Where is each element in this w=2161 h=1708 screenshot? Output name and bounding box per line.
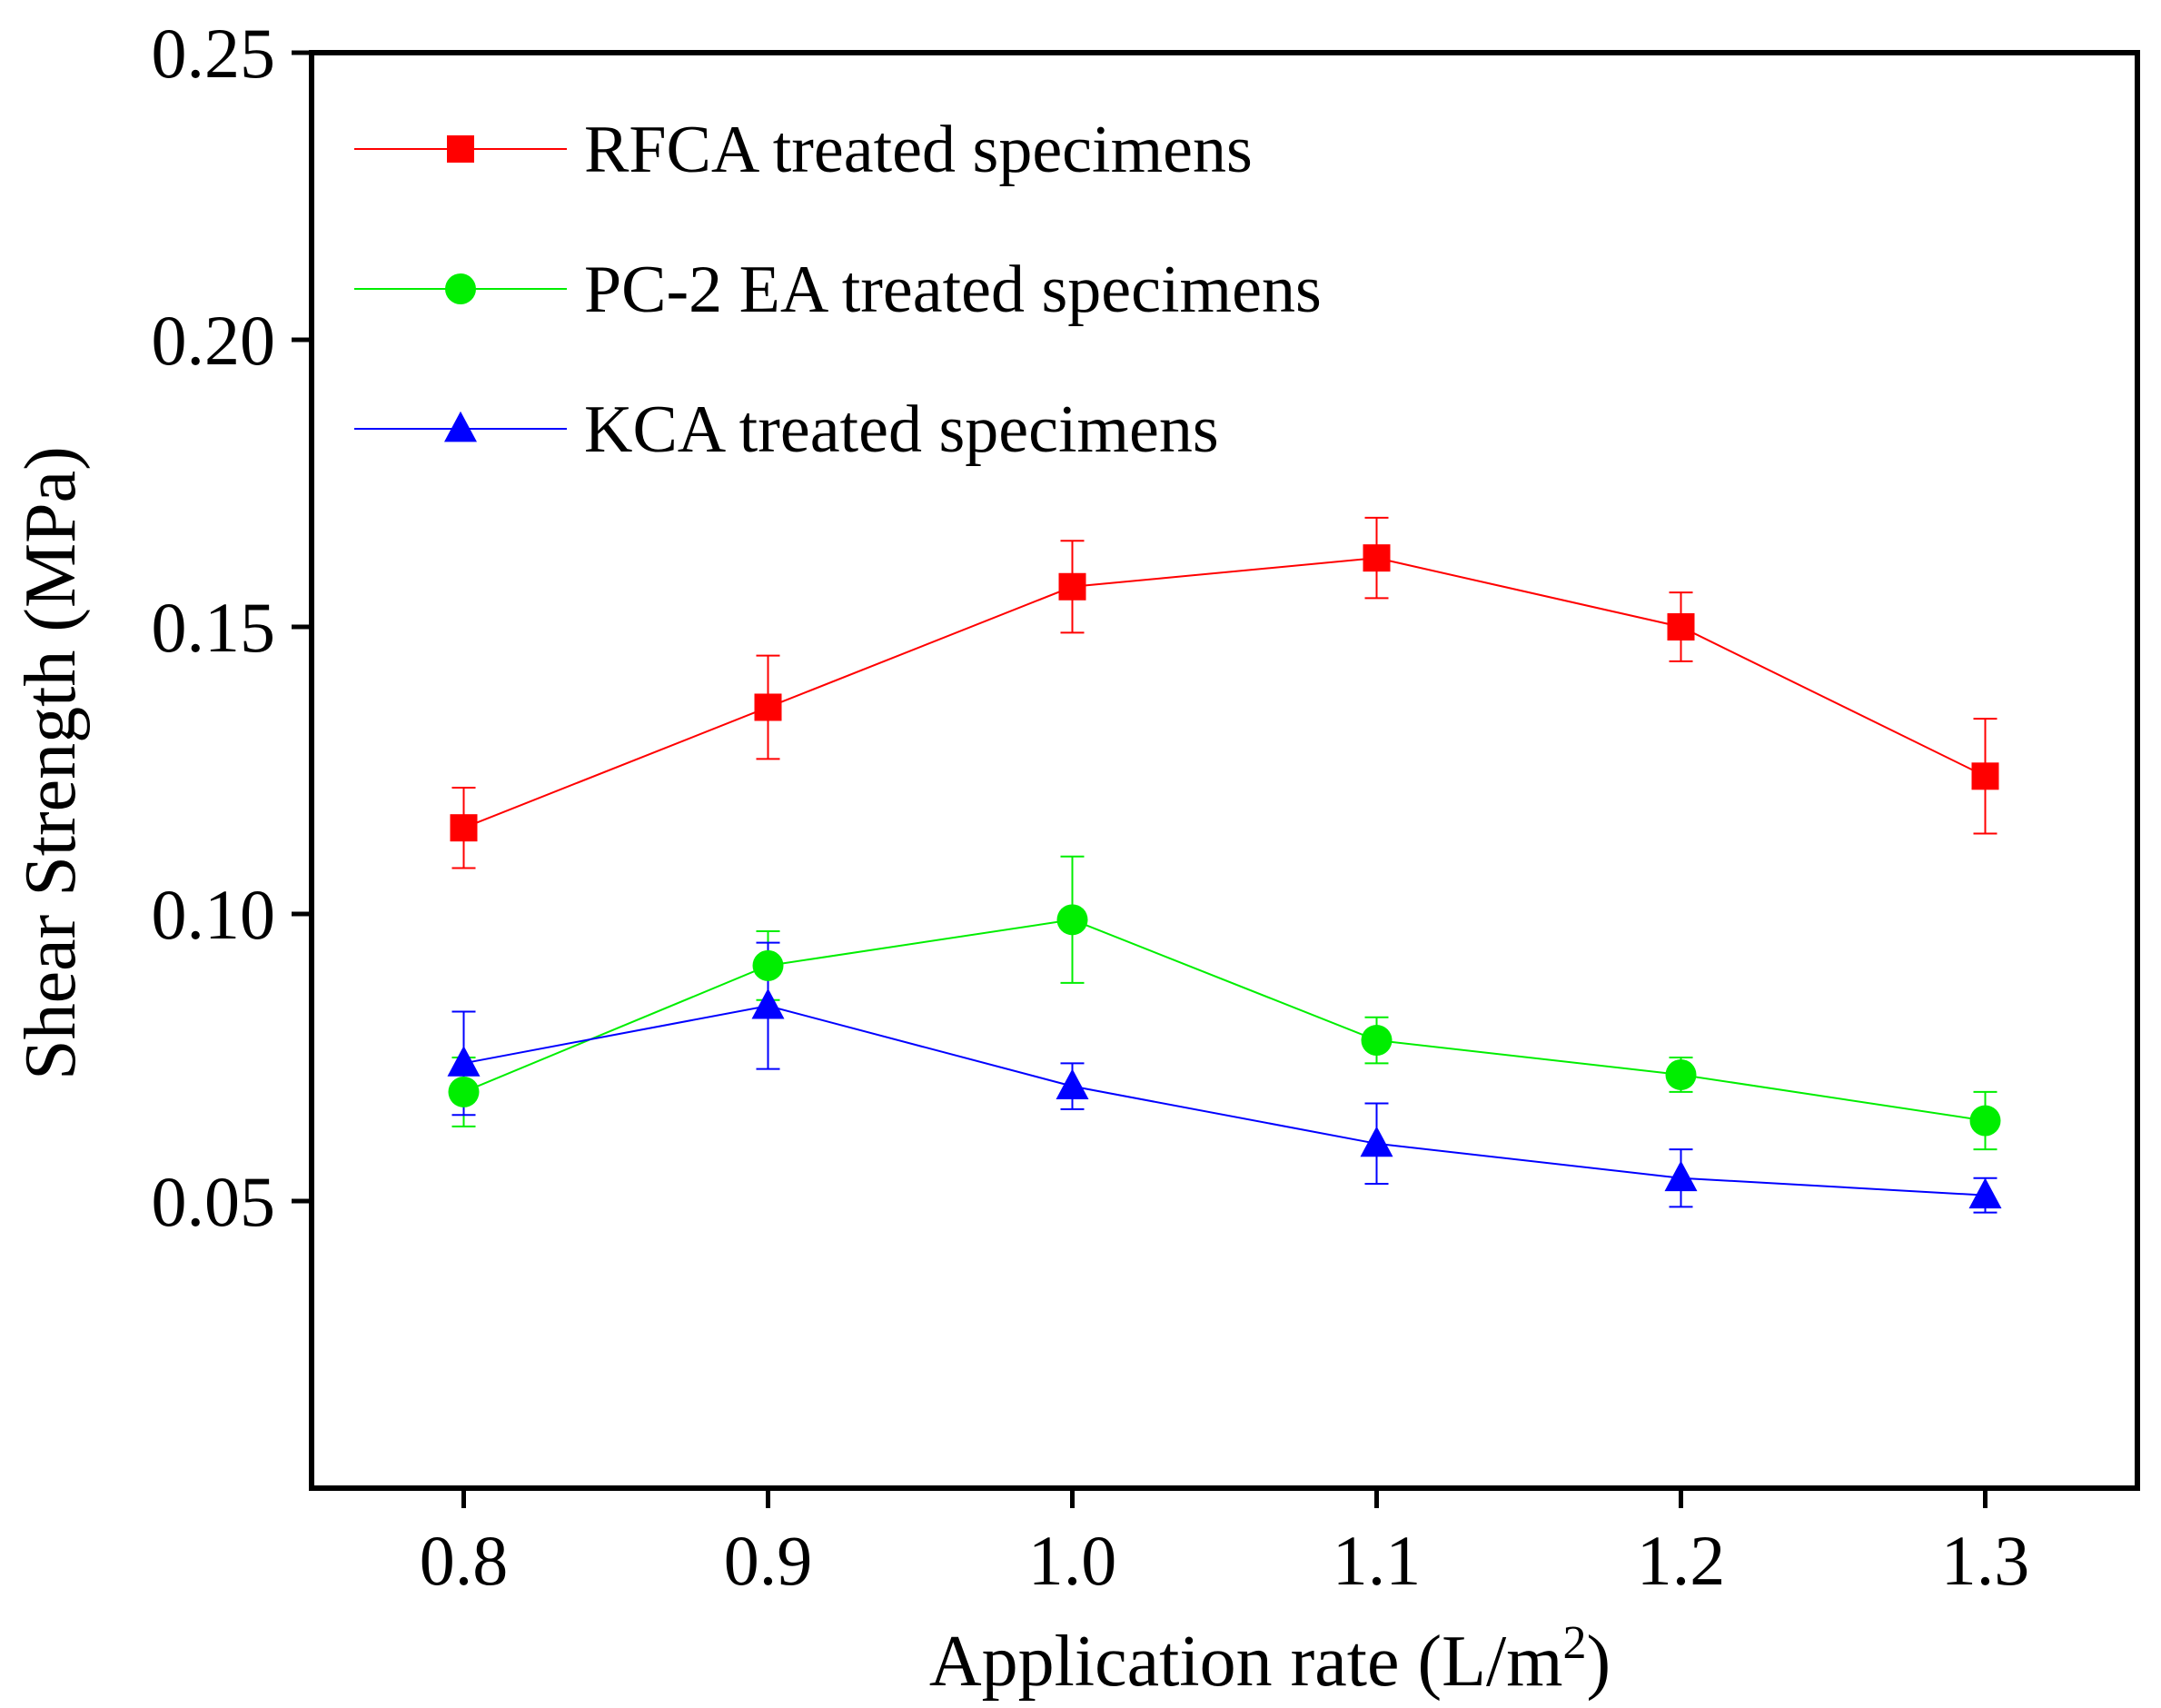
- data-point-square: [450, 814, 478, 842]
- data-point-circle: [448, 1076, 480, 1107]
- x-tick-label: 0.8: [420, 1521, 509, 1600]
- series-lines: [463, 557, 1986, 1197]
- data-point-square: [1971, 762, 1999, 790]
- y-tick-label: 0.05: [152, 1162, 276, 1241]
- x-tick-label: 0.9: [724, 1521, 813, 1600]
- plot-frame: [309, 50, 2140, 1491]
- data-point-square: [1667, 613, 1695, 640]
- data-point-triangle: [447, 1046, 481, 1077]
- y-tick-label: 0.20: [152, 301, 276, 380]
- series-line-1: [463, 919, 1986, 1122]
- data-point-triangle: [1360, 1126, 1393, 1157]
- legend-marker-triangle: [444, 411, 477, 442]
- tick-labels: 0.05 0.10 0.15 0.20 0.25 0.8 0.9 1.0 1.1 1.2 1.3: [152, 14, 2030, 1600]
- data-point-square: [1363, 544, 1391, 572]
- x-tick-label: 1.2: [1637, 1521, 1726, 1600]
- series-line-0: [463, 557, 1986, 829]
- legend-label: KCA treated specimens: [584, 392, 1219, 467]
- x-tick-label: 1.1: [1333, 1521, 1422, 1600]
- x-tick-label: 1.3: [1941, 1521, 2030, 1600]
- data-point-circle: [1361, 1025, 1393, 1057]
- legend-label: RFCA treated specimens: [584, 113, 1253, 187]
- data-point-circle: [1056, 904, 1088, 936]
- y-tick-label: 0.10: [152, 875, 276, 954]
- y-tick-label: 0.25: [152, 14, 276, 93]
- x-axis-title: Application rate (L/m2): [929, 1617, 1611, 1702]
- legend-marker-square: [447, 135, 474, 163]
- data-markers: [447, 544, 2002, 1209]
- data-point-square: [754, 693, 782, 721]
- legend-label: PC-2 EA treated specimens: [584, 253, 1322, 327]
- x-tick-label: 1.0: [1028, 1521, 1117, 1600]
- y-axis-title: Shear Strength (MPa): [11, 446, 91, 1080]
- data-point-circle: [1665, 1058, 1697, 1090]
- data-point-triangle: [751, 988, 785, 1019]
- data-point-triangle: [1056, 1068, 1089, 1099]
- axes: [292, 50, 2140, 1508]
- legend-marker-circle: [445, 273, 476, 304]
- data-point-triangle: [1664, 1160, 1698, 1192]
- data-point-square: [1058, 572, 1086, 601]
- data-point-circle: [1969, 1105, 2001, 1137]
- data-point-circle: [752, 949, 784, 981]
- y-tick-label: 0.15: [152, 588, 276, 667]
- legend: RFCA treated specimens PC-2 EA treated sp…: [354, 113, 1322, 467]
- data-point-triangle: [1968, 1177, 2002, 1209]
- series-line-2: [463, 1005, 1986, 1197]
- error-bars: [451, 516, 1997, 1214]
